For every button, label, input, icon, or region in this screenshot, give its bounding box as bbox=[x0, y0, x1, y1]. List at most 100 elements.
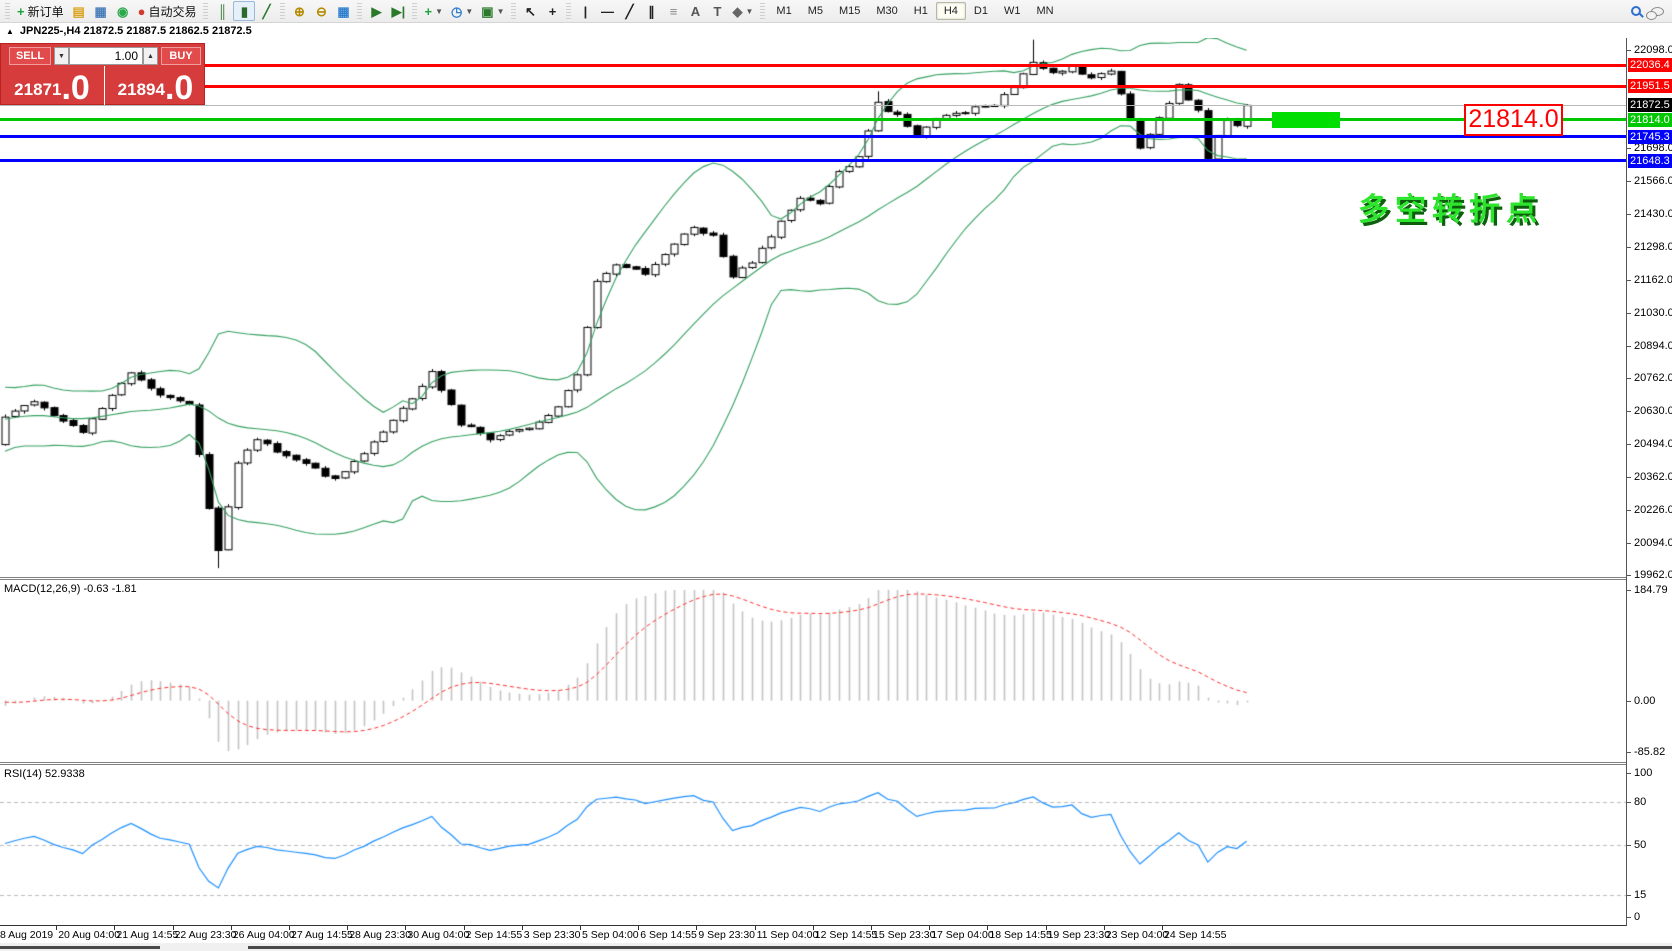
time-tick bbox=[1103, 926, 1105, 930]
current-price-line bbox=[0, 104, 1626, 106]
cursor-icon[interactable]: ↖ bbox=[519, 1, 541, 21]
current-price-badge: 21872.5 bbox=[1628, 98, 1672, 113]
templates-icon-dropdown[interactable]: ▼ bbox=[496, 6, 505, 16]
highlight-zone[interactable] bbox=[1272, 111, 1340, 128]
zoom-in-icon[interactable]: ⊕ bbox=[288, 1, 310, 21]
chart-header: ▲ JPN225-,H4 21872.5 21887.5 21862.5 218… bbox=[0, 24, 1672, 38]
autotrade-button[interactable]: ● 自动交易 bbox=[134, 1, 201, 21]
rsi-canvas[interactable] bbox=[0, 765, 1626, 925]
macd-canvas[interactable] bbox=[0, 580, 1626, 762]
volume-decrease-button[interactable]: ▼ bbox=[54, 47, 69, 65]
line-chart-icon[interactable]: ╱ bbox=[255, 1, 277, 21]
new-order-button[interactable]: + 新订单 bbox=[13, 1, 68, 21]
bottom-edge-segment bbox=[248, 946, 1672, 949]
buy-price-display[interactable]: 21894.0 bbox=[104, 66, 206, 105]
timeframe-w1[interactable]: W1 bbox=[1003, 5, 1021, 17]
zoom-out-icon[interactable]: ⊖ bbox=[310, 1, 332, 21]
vertical-line-icon[interactable]: | bbox=[574, 1, 596, 21]
bar-chart-icon[interactable]: ║ bbox=[211, 1, 233, 21]
indicators-icon-dropdown[interactable]: ▼ bbox=[435, 6, 443, 16]
price-tick: 21566.0 bbox=[1634, 174, 1672, 187]
volume-increase-button[interactable]: ▲ bbox=[143, 47, 158, 65]
timeframe-h1[interactable]: H1 bbox=[913, 5, 928, 17]
resistance-line[interactable] bbox=[0, 84, 1626, 88]
sell-price-display[interactable]: 21871.0 bbox=[1, 66, 103, 105]
time-axis[interactable]: 8 Aug 2019 20 Aug 04:00 21 Aug 14:55 22 Aug… bbox=[0, 926, 1672, 943]
tile-windows-icon[interactable]: ▦ bbox=[332, 1, 354, 21]
time-label: 12 Sep 14:55 bbox=[814, 929, 878, 941]
volume-input[interactable] bbox=[69, 47, 143, 65]
turning-point-text[interactable]: 多空转折点 bbox=[1358, 192, 1543, 227]
new-order-button-label: 新订单 bbox=[27, 4, 64, 19]
tick-mark bbox=[1627, 148, 1631, 150]
bar-chart-icon-glyph: ║ bbox=[217, 3, 228, 19]
timeframe-m1[interactable]: M1 bbox=[776, 5, 792, 17]
timeframe-m5[interactable]: M5 bbox=[807, 5, 823, 17]
channel-icon[interactable]: ∥ bbox=[640, 1, 662, 21]
sell-button[interactable]: SELL bbox=[9, 47, 51, 65]
tick-mark bbox=[1627, 700, 1631, 702]
chart-window-icon[interactable]: ▦ bbox=[90, 1, 112, 21]
history-book-icon[interactable]: ▤ bbox=[68, 1, 90, 21]
time-tick bbox=[1162, 926, 1163, 930]
fibonacci-icon[interactable]: ≡ bbox=[662, 1, 684, 21]
candlestick-icon[interactable]: ▮ bbox=[233, 1, 256, 21]
price-tick: 20894.0 bbox=[1634, 339, 1672, 352]
price-tick: 22098.0 bbox=[1634, 44, 1672, 56]
time-tick bbox=[230, 926, 232, 930]
templates-icon[interactable]: ▣ ▼ bbox=[477, 1, 508, 21]
tick-mark bbox=[1627, 444, 1631, 446]
crosshair-icon[interactable]: + bbox=[541, 1, 563, 21]
bottom-edge-segment bbox=[0, 946, 160, 949]
time-label: 23 Sep 04:00 bbox=[1105, 929, 1169, 941]
line-chart-icon-glyph: ╱ bbox=[262, 3, 271, 19]
trendline-icon[interactable]: ╱ bbox=[618, 1, 640, 21]
chart-window-icon-glyph: ▦ bbox=[94, 3, 107, 19]
chart-collapse-icon[interactable]: ▲ bbox=[6, 26, 14, 36]
tick-mark bbox=[1627, 378, 1631, 380]
timeframe-d1[interactable]: D1 bbox=[973, 5, 988, 17]
macd-tick: -85.82 bbox=[1634, 746, 1666, 758]
periods-icon[interactable]: ◷ ▼ bbox=[447, 1, 477, 21]
time-label: 26 Aug 04:00 bbox=[232, 929, 295, 941]
auto-scroll-icon[interactable]: ▶ bbox=[365, 1, 387, 21]
buy-button[interactable]: BUY bbox=[161, 47, 201, 65]
chart-shift-icon[interactable]: ▶| bbox=[387, 1, 409, 21]
support-line[interactable] bbox=[0, 159, 1626, 163]
text-icon-glyph: A bbox=[690, 3, 701, 19]
price-tick: 19962.0 bbox=[1634, 569, 1672, 581]
time-label: 2 Sep 14:55 bbox=[465, 929, 523, 941]
zoom-in-icon-glyph: ⊕ bbox=[294, 3, 305, 19]
timeframe-m30[interactable]: M30 bbox=[876, 5, 898, 17]
price-axis[interactable]: 22098.0 21698.0 21566.0 21430.0 21298.0 21162… bbox=[1626, 38, 1672, 926]
panel-separator[interactable] bbox=[0, 577, 1672, 580]
chat-icon[interactable] bbox=[1646, 6, 1664, 20]
rsi-tick: 80 bbox=[1634, 795, 1647, 808]
signals-icon[interactable]: ◉ bbox=[112, 1, 134, 21]
text-icon[interactable]: A bbox=[684, 1, 706, 21]
tick-mark bbox=[1627, 280, 1631, 282]
search-icon[interactable] bbox=[1631, 6, 1641, 16]
resistance-price-badge: 22036.4 bbox=[1628, 58, 1672, 73]
periods-icon-dropdown[interactable]: ▼ bbox=[465, 6, 474, 16]
price-annotation-box[interactable]: 21814.0 bbox=[1464, 103, 1563, 136]
pivot-line[interactable] bbox=[0, 118, 1626, 122]
time-label: 3 Sep 23:30 bbox=[523, 929, 581, 941]
price-chart-canvas[interactable] bbox=[0, 38, 1626, 577]
time-tick bbox=[1045, 926, 1047, 930]
indicators-icon[interactable]: + ▼ bbox=[420, 1, 447, 21]
shapes-icon[interactable]: ◆ ▼ bbox=[728, 1, 757, 21]
shapes-icon-dropdown[interactable]: ▼ bbox=[745, 6, 754, 16]
timeframe-mn[interactable]: MN bbox=[1036, 5, 1054, 17]
timeframe-h4[interactable]: H4 bbox=[935, 2, 966, 20]
label-icon[interactable]: T bbox=[706, 1, 728, 21]
panel-separator[interactable] bbox=[0, 762, 1672, 765]
time-tick bbox=[172, 926, 174, 930]
time-label: 9 Sep 23:30 bbox=[698, 929, 756, 941]
resistance-line[interactable] bbox=[0, 63, 1626, 67]
price-tick: 20762.0 bbox=[1634, 372, 1672, 385]
timeframe-m15[interactable]: M15 bbox=[838, 5, 861, 17]
support-line[interactable] bbox=[0, 135, 1626, 139]
macd-panel: MACD(12,26,9) -0.63 -1.81 bbox=[0, 580, 1626, 762]
horizontal-line-icon[interactable]: — bbox=[596, 1, 618, 21]
